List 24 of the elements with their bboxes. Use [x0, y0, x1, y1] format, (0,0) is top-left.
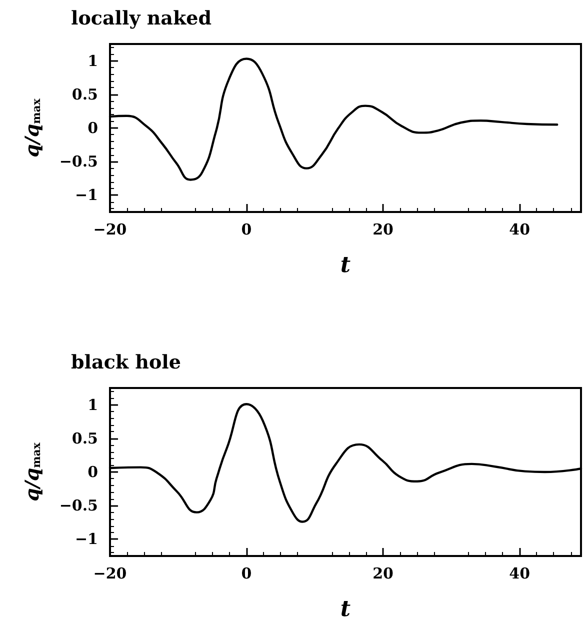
x-tick-label: 20 [372, 564, 394, 582]
y-tick-label: 0.5 [72, 429, 98, 448]
x-tick-label: −20 [93, 564, 127, 582]
y-tick-label: −1 [74, 530, 98, 548]
y-axis-title: q/qmax [22, 98, 44, 158]
y-tick-label: 0 [88, 463, 98, 481]
x-tick-label: 20 [372, 220, 394, 238]
x-tick-label: 40 [509, 220, 530, 238]
y-tick-label: 0 [88, 119, 98, 137]
y-axis-title: q/qmax [22, 442, 44, 502]
x-axis-title: t [340, 596, 351, 622]
x-tick-label: 0 [241, 220, 252, 238]
y-tick-label: −0.5 [59, 496, 98, 515]
x-tick-label: 0 [241, 564, 252, 582]
x-tick-label: 40 [509, 564, 530, 582]
y-tick-label: −0.5 [59, 152, 98, 171]
y-tick-label: −1 [74, 186, 98, 204]
chart-title: black hole [71, 352, 181, 374]
x-tick-label: −20 [93, 220, 127, 238]
y-tick-label: 1 [88, 52, 98, 70]
y-tick-label: 1 [88, 396, 98, 414]
chart-title: locally naked [71, 8, 212, 30]
x-axis-title: t [340, 252, 351, 278]
y-tick-label: 0.5 [72, 85, 98, 104]
